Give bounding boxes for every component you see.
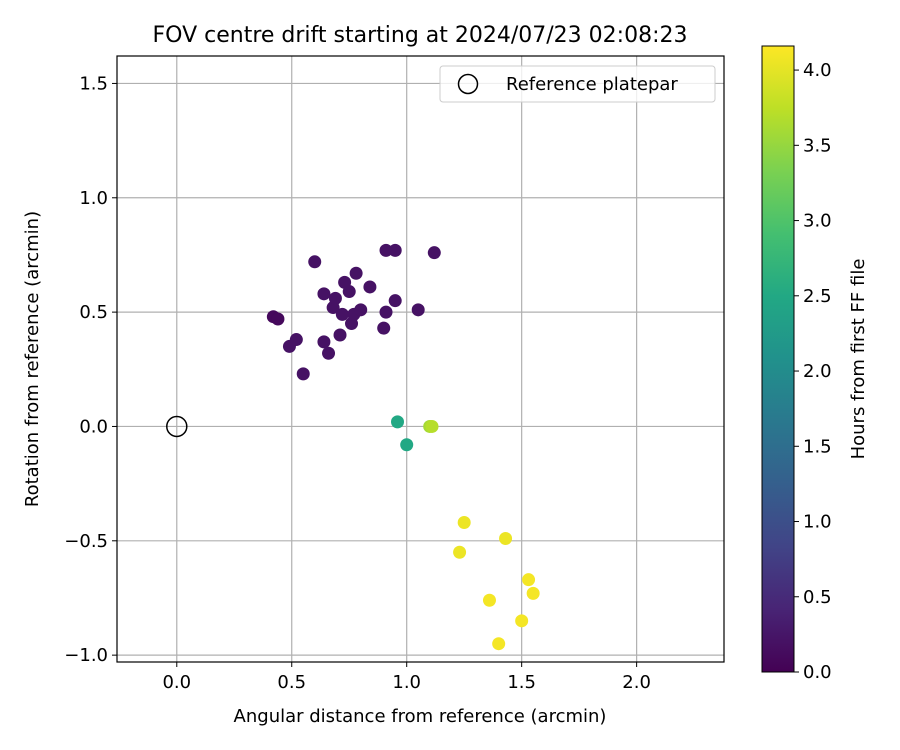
colorbar-label: Hours from first FF file <box>848 259 869 460</box>
legend-marker-icon <box>457 73 479 95</box>
y-tick-label: 0.5 <box>79 302 108 323</box>
data-point <box>322 346 336 360</box>
x-tick-label: 2.0 <box>622 672 651 693</box>
grid-lines <box>117 56 724 662</box>
data-point <box>296 367 310 381</box>
y-axis-label: Rotation from reference (arcmin) <box>22 211 43 507</box>
colorbar-tick-label: 0.5 <box>803 587 832 608</box>
data-point <box>425 419 439 433</box>
data-point <box>526 586 540 600</box>
data-point <box>499 532 513 546</box>
data-point <box>349 266 363 280</box>
data-point <box>388 294 402 308</box>
data-point <box>427 246 441 260</box>
x-tick-label: 1.5 <box>507 672 536 693</box>
legend-box <box>439 65 716 103</box>
colorbar-tick-label: 4.0 <box>803 60 832 81</box>
data-point <box>333 328 347 342</box>
data-point <box>363 280 377 294</box>
data-point <box>457 516 471 530</box>
reference-point-marker <box>166 415 188 438</box>
data-point <box>482 593 496 607</box>
data-point <box>388 243 402 257</box>
x-tick-label: 0.0 <box>162 672 191 693</box>
colorbar-tick-label: 3.0 <box>803 211 832 232</box>
plot-frame <box>116 55 725 663</box>
colorbar-tick-label: 1.5 <box>803 436 832 457</box>
data-point <box>492 637 506 651</box>
chart-title: FOV centre drift starting at 2024/07/23 … <box>153 23 688 48</box>
colorbar-ticks: 0.0 0.5 1.0 1.5 2.0 2.5 3.0 3.5 4.0 <box>794 60 832 683</box>
colorbar <box>761 45 795 673</box>
data-point <box>354 303 368 317</box>
data-point <box>289 333 303 347</box>
y-tick-label: 0.0 <box>79 416 108 437</box>
x-axis-ticks: 0.0 0.5 1.0 1.5 2.0 <box>162 662 651 693</box>
data-point <box>317 287 331 301</box>
x-tick-label: 1.0 <box>392 672 421 693</box>
data-point <box>391 415 405 429</box>
data-point <box>377 321 391 335</box>
colorbar-tick-label: 3.5 <box>803 135 832 156</box>
data-point <box>308 255 322 269</box>
x-axis-label: Angular distance from reference (arcmin) <box>234 706 607 727</box>
y-tick-label: −1.0 <box>64 645 108 666</box>
y-tick-label: 1.5 <box>79 73 108 94</box>
data-point <box>522 573 536 587</box>
data-point <box>515 614 529 628</box>
data-point <box>379 243 393 257</box>
data-point <box>411 303 425 317</box>
y-tick-label: −0.5 <box>64 531 108 552</box>
data-point <box>379 305 393 319</box>
data-point <box>335 307 349 321</box>
data-point <box>317 335 331 349</box>
colorbar-tick-label: 2.0 <box>803 361 832 382</box>
data-point <box>453 545 467 559</box>
data-point <box>328 291 342 305</box>
data-point <box>271 312 285 326</box>
colorbar-tick-label: 2.5 <box>803 286 832 307</box>
colorbar-tick-label: 1.0 <box>803 512 832 533</box>
colorbar-tick-label: 0.0 <box>803 662 832 683</box>
data-point <box>400 438 414 452</box>
data-points <box>166 243 540 651</box>
data-point <box>342 285 356 299</box>
x-tick-label: 0.5 <box>277 672 306 693</box>
legend: Reference platepar <box>439 65 716 103</box>
y-axis-ticks: −1.0 −0.5 0.0 0.5 1.0 1.5 <box>64 73 117 666</box>
y-tick-label: 1.0 <box>79 188 108 209</box>
legend-entry-label: Reference platepar <box>506 74 678 95</box>
